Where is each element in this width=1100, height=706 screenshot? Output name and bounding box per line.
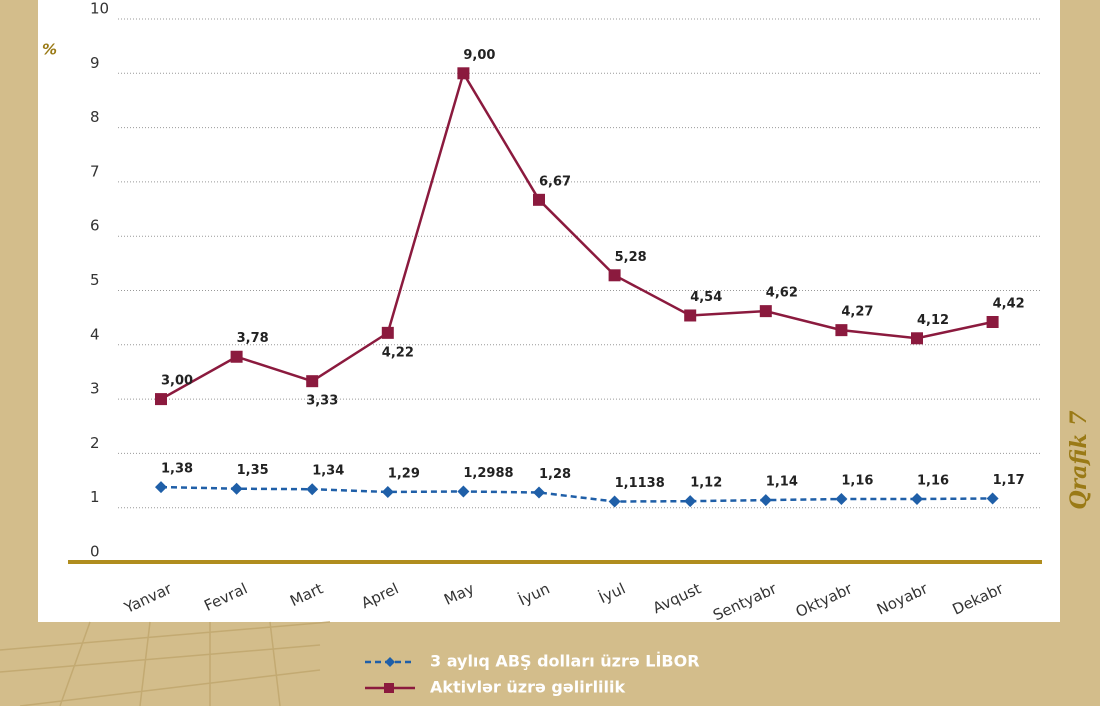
- data-label: 4,12: [917, 313, 949, 328]
- legend-label: Aktivlər üzrə gəlirlilik: [430, 678, 626, 697]
- marker: [608, 269, 621, 282]
- data-label: 1,14: [766, 475, 798, 490]
- legend-marker: [385, 657, 395, 667]
- data-label: 1,16: [841, 474, 873, 489]
- y-tick-label: 8: [90, 108, 100, 126]
- data-label: 1,2988: [463, 466, 513, 481]
- marker: [835, 493, 848, 506]
- data-label: 4,27: [841, 305, 873, 320]
- data-label: 1,38: [161, 462, 193, 477]
- y-tick-label: 2: [90, 434, 100, 452]
- marker: [155, 481, 167, 494]
- marker: [911, 493, 923, 506]
- data-label: 1,34: [312, 464, 344, 479]
- data-label: 1,17: [993, 473, 1025, 488]
- data-label: 6,67: [539, 174, 571, 189]
- marker: [230, 350, 243, 363]
- data-label: 1,35: [237, 463, 269, 478]
- legend-label: 3 aylıq ABŞ dolları üzrə LİBOR: [430, 652, 700, 671]
- y-tick-label: 1: [90, 488, 100, 506]
- data-label: 3,00: [161, 374, 193, 389]
- marker: [684, 495, 697, 508]
- marker: [986, 315, 999, 328]
- y-tick-label: 0: [90, 543, 100, 561]
- caption: Qrafik 7: [1066, 410, 1092, 510]
- marker: [306, 375, 319, 388]
- data-label: 3,33: [306, 394, 338, 409]
- y-tick-label: 3: [90, 380, 100, 398]
- series-line: [160, 70, 993, 401]
- y-tick-label: 9: [90, 54, 100, 72]
- data-label: 4,62: [766, 286, 798, 301]
- marker: [684, 309, 697, 322]
- marker: [911, 332, 923, 345]
- marker: [608, 495, 621, 508]
- data-label: 1,12: [690, 476, 722, 491]
- data-label: 3,78: [237, 331, 269, 346]
- marker: [759, 305, 772, 318]
- y-tick-label: 6: [90, 217, 100, 235]
- marker: [835, 324, 848, 337]
- y-label: %: [42, 41, 57, 59]
- data-label: 4,22: [382, 345, 414, 360]
- plot-panel: [38, 0, 1060, 622]
- marker: [381, 326, 394, 339]
- decoration: [0, 621, 331, 706]
- data-label: 1,28: [539, 467, 571, 482]
- marker: [533, 486, 545, 499]
- data-label: 9,00: [463, 48, 495, 63]
- data-label: 4,54: [690, 290, 722, 305]
- data-label: 1,16: [917, 474, 949, 489]
- y-tick-label: 7: [90, 162, 100, 180]
- marker: [457, 67, 470, 80]
- data-label: 5,28: [615, 250, 647, 265]
- legend-marker: [384, 683, 394, 693]
- data-label: 1,29: [388, 466, 420, 481]
- marker: [533, 193, 545, 206]
- marker: [759, 494, 772, 507]
- marker: [155, 393, 167, 406]
- marker: [457, 485, 470, 498]
- marker: [306, 483, 319, 496]
- data-label: 4,42: [993, 296, 1025, 311]
- data-label: 1,1138: [615, 476, 665, 491]
- y-tick-label: 5: [90, 271, 100, 289]
- y-tick-label: 10: [90, 0, 109, 18]
- marker: [230, 482, 243, 495]
- series-line: [160, 485, 993, 503]
- marker: [381, 485, 394, 498]
- marker: [986, 492, 999, 505]
- y-tick-label: 4: [90, 325, 100, 343]
